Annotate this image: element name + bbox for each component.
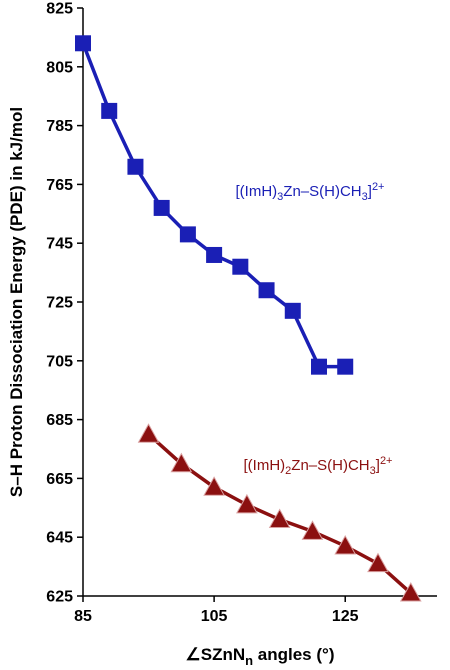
data-point <box>101 102 118 119</box>
y-tick-label: 765 <box>46 177 73 194</box>
data-point <box>301 520 324 540</box>
data-point <box>258 282 275 299</box>
data-point <box>179 226 196 243</box>
y-tick-label: 725 <box>46 295 73 312</box>
series-square: [(ImH)3Zn–S(H)CH3]2+ <box>75 35 385 375</box>
data-point <box>367 552 389 573</box>
data-point <box>334 534 357 555</box>
y-tick-label: 685 <box>46 412 73 429</box>
data-point <box>268 508 291 529</box>
series-label: [(ImH)3Zn–S(H)CH3]2+ <box>236 181 385 203</box>
data-point <box>399 582 422 602</box>
data-point <box>127 158 144 175</box>
y-tick-label: 745 <box>46 236 73 253</box>
y-tick-label: 785 <box>46 118 73 135</box>
y-tick-label: 805 <box>46 59 73 76</box>
data-point <box>311 358 327 375</box>
data-point <box>284 302 301 319</box>
data-point <box>170 452 193 473</box>
data-point <box>337 358 354 375</box>
data-point <box>232 258 249 275</box>
data-point <box>75 35 91 52</box>
x-axis-title: ∠SZnNn angles (°) <box>185 645 334 668</box>
y-tick-label: 625 <box>46 589 73 606</box>
data-point <box>137 423 160 443</box>
series-line <box>81 42 346 369</box>
x-tick-label: 85 <box>74 608 92 625</box>
data-point <box>153 199 170 216</box>
series-label: [(ImH)2Zn–S(H)CH3]2+ <box>244 455 393 477</box>
y-axis-title: S–H Proton Dissociation Energy (PDE) in … <box>7 107 26 497</box>
y-tick-label: 645 <box>46 530 73 547</box>
y-tick-label: 665 <box>46 471 73 488</box>
y-tick-label: 825 <box>46 1 73 18</box>
x-tick-label: 105 <box>201 608 228 625</box>
series-triangle: [(ImH)2Zn–S(H)CH3]2+ <box>137 423 422 602</box>
series-layer: [(ImH)3Zn–S(H)CH3]2+ [(ImH)2Zn–S(H)CH3]2+ <box>75 35 422 602</box>
data-point <box>203 476 225 496</box>
y-tick-label: 705 <box>46 353 73 370</box>
data-point <box>206 246 223 263</box>
x-tick-label: 125 <box>332 608 359 625</box>
data-point <box>236 493 258 514</box>
axes: 625 645 665 685 705 725 745 765 785 805 825 85 105 12… <box>46 1 437 625</box>
